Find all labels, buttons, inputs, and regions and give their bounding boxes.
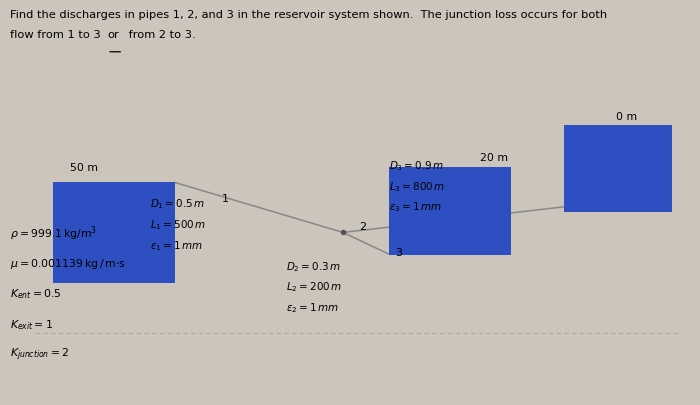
Text: from 2 to 3.: from 2 to 3. (125, 30, 195, 40)
Text: $D_2=0.3\,m$
$L_2=200\,m$
$\varepsilon_2=1\,mm$: $D_2=0.3\,m$ $L_2=200\,m$ $\varepsilon_2… (286, 259, 342, 314)
Text: 0 m: 0 m (616, 111, 637, 122)
Text: $K_{ent}=0.5$: $K_{ent}=0.5$ (10, 287, 62, 301)
Text: 50 m: 50 m (70, 162, 98, 172)
Text: 20 m: 20 m (480, 153, 508, 163)
Text: Find the discharges in pipes 1, 2, and 3 in the reservoir system shown.  The jun: Find the discharges in pipes 1, 2, and 3… (10, 10, 608, 20)
Text: or: or (107, 30, 119, 40)
Bar (389, 168, 511, 255)
Text: $K_{exit}=1$: $K_{exit}=1$ (10, 317, 53, 331)
Bar (564, 126, 672, 213)
Text: 1: 1 (222, 194, 229, 203)
Text: flow from 1 to 3: flow from 1 to 3 (10, 30, 105, 40)
Text: $D_1=0.5\,m$
$L_1=500\,m$
$\varepsilon_1=1\,mm$: $D_1=0.5\,m$ $L_1=500\,m$ $\varepsilon_1… (150, 197, 206, 252)
Text: 2: 2 (359, 222, 366, 232)
Bar (52, 182, 175, 284)
Text: $\mu=0.001139\,\mathrm{kg\,/\,m{\cdot}s}$: $\mu=0.001139\,\mathrm{kg\,/\,m{\cdot}s}… (10, 256, 126, 270)
Text: $\rho=999.1\,\mathrm{kg/m^3}$: $\rho=999.1\,\mathrm{kg/m^3}$ (10, 224, 97, 242)
Text: 3: 3 (395, 247, 402, 257)
Text: $D_3=0.9\,m$
$L_3=800\,m$
$\varepsilon_3=1\,mm$: $D_3=0.9\,m$ $L_3=800\,m$ $\varepsilon_3… (389, 159, 444, 214)
Text: $K_{junction}=2$: $K_{junction}=2$ (10, 346, 69, 362)
